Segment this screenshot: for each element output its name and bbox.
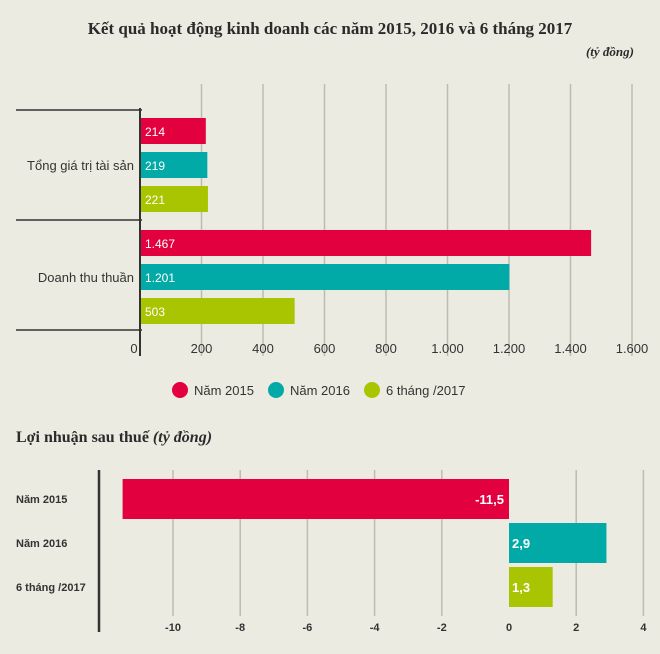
x-tick-label: 1.200 <box>493 341 526 356</box>
x-tick-label: 200 <box>191 341 213 356</box>
x-tick-label: 1.400 <box>554 341 587 356</box>
x-tick-label: -2 <box>437 622 447 634</box>
bar <box>140 186 208 212</box>
x-tick-label: -10 <box>165 622 181 634</box>
bar <box>140 298 295 324</box>
x-tick-label: 400 <box>252 341 274 356</box>
legend-label: Năm 2015 <box>194 383 254 398</box>
data-label: 214 <box>145 125 165 139</box>
x-tick-label: 1.600 <box>616 341 649 356</box>
chart-title: Kết quả hoạt động kinh doanh các năm 201… <box>88 19 573 38</box>
revenue-assets-chart: Kết quả hoạt động kinh doanh các năm 201… <box>16 19 649 398</box>
x-tick-label: 800 <box>375 341 397 356</box>
bar <box>140 152 208 178</box>
bar <box>122 479 509 519</box>
data-label: 219 <box>145 159 165 173</box>
x-tick-label: 600 <box>314 341 336 356</box>
data-label: 221 <box>145 193 165 207</box>
x-tick-label: 1.000 <box>431 341 464 356</box>
category-label: Tổng giá trị tài sản <box>27 158 134 173</box>
bar <box>140 264 510 290</box>
bar <box>140 118 206 144</box>
bar <box>509 523 607 563</box>
legend-marker <box>268 382 284 398</box>
x-tick-label: 2 <box>573 622 579 634</box>
legend-label: 6 tháng /2017 <box>386 383 466 398</box>
category-label: Năm 2016 <box>16 538 67 550</box>
chart-unit: (tỷ đồng) <box>153 429 212 446</box>
x-tick-label: -6 <box>303 622 313 634</box>
data-label: 1,3 <box>512 580 530 595</box>
category-label: 6 tháng /2017 <box>16 582 86 594</box>
chart-title: Lợi nhuận sau thuế (tỷ đồng) <box>16 429 212 446</box>
x-tick-label: 0 <box>506 622 512 634</box>
category-label: Doanh thu thuần <box>38 270 134 285</box>
data-label: -11,5 <box>475 492 504 507</box>
x-tick-label: 0 <box>130 341 137 356</box>
bar <box>509 567 553 607</box>
category-label: Năm 2015 <box>16 494 67 506</box>
chart-unit: (tỷ đồng) <box>586 44 634 59</box>
bar <box>140 230 592 256</box>
x-tick-label: -4 <box>370 622 381 634</box>
data-label: 1.201 <box>145 271 175 285</box>
data-label: 1.467 <box>145 237 175 251</box>
legend-marker <box>172 382 188 398</box>
legend-marker <box>364 382 380 398</box>
x-tick-label: -8 <box>235 622 245 634</box>
data-label: 2,9 <box>512 536 530 551</box>
legend-label: Năm 2016 <box>290 383 350 398</box>
data-label: 503 <box>145 305 165 319</box>
x-tick-label: 4 <box>640 622 647 634</box>
